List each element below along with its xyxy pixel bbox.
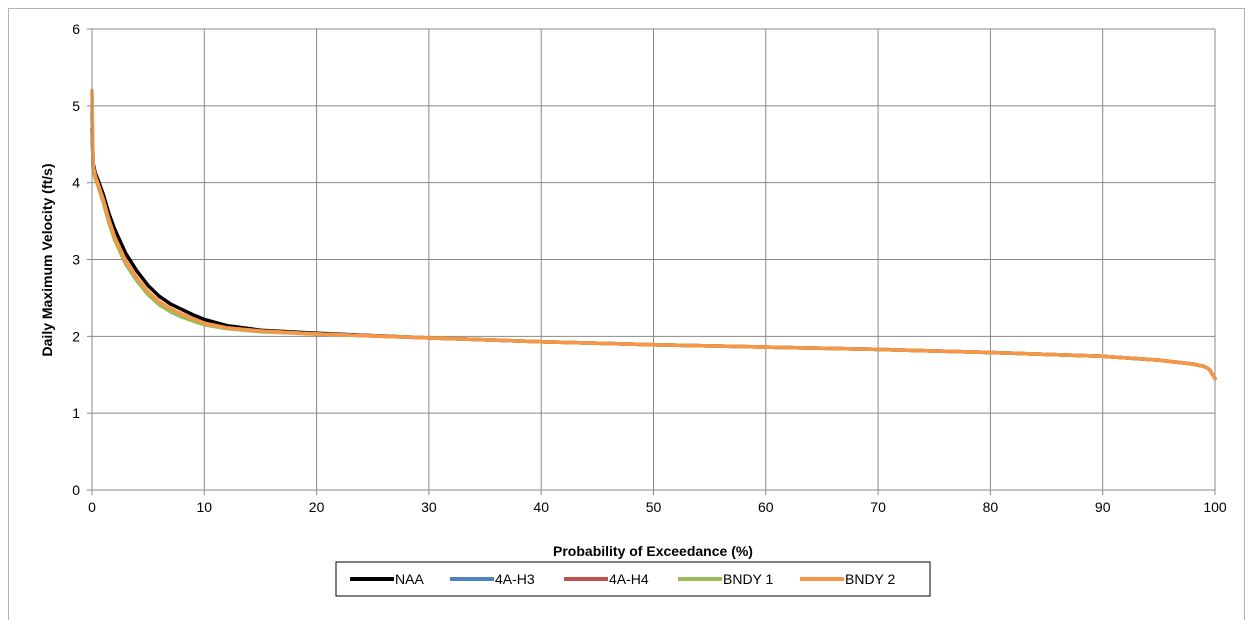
axes: 0 10 20 30 40 50 60 70 80 90 100 0 1 2 3 4 5 6 — [72, 21, 1227, 515]
x-axis-title: Probability of Exceedance (%) — [553, 543, 753, 559]
y-tick-label: 0 — [72, 482, 80, 498]
legend-label: 4A-H4 — [609, 571, 649, 587]
x-tick-label: 80 — [983, 499, 999, 515]
y-tick-label: 3 — [72, 252, 80, 268]
gridlines — [91, 28, 1216, 491]
x-tick-label: 50 — [646, 499, 662, 515]
y-tick-label: 2 — [72, 328, 80, 344]
x-tick-label: 20 — [309, 499, 325, 515]
series-lines — [90, 88, 1217, 381]
legend-label: NAA — [395, 571, 424, 587]
x-tick-label: 10 — [197, 499, 213, 515]
x-tick-label: 90 — [1095, 499, 1111, 515]
x-tick-label: 100 — [1203, 499, 1227, 515]
chart-frame — [8, 8, 1245, 620]
x-tick-label: 0 — [88, 499, 96, 515]
y-tick-label: 6 — [72, 21, 80, 37]
x-tick-label: 30 — [421, 499, 437, 515]
x-tick-label: 70 — [870, 499, 886, 515]
legend: NAA 4A-H3 4A-H4 BNDY 1 BNDY 2 — [335, 561, 931, 597]
x-tick-label: 60 — [758, 499, 774, 515]
y-tick-label: 1 — [72, 405, 80, 421]
series-line-bndy-2 — [90, 88, 1217, 381]
y-tick-label: 5 — [72, 98, 80, 114]
y-tick-label: 4 — [72, 175, 80, 191]
legend-label: 4A-H3 — [495, 571, 535, 587]
legend-label: BNDY 1 — [723, 571, 774, 587]
x-tick-label: 40 — [533, 499, 549, 515]
y-axis-title: Daily Maximum Velocity (ft/s) — [39, 164, 55, 357]
legend-label: BNDY 2 — [845, 571, 896, 587]
